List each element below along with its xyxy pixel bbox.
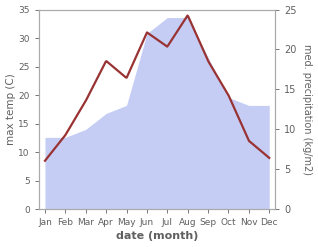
Y-axis label: max temp (C): max temp (C) [5,74,16,145]
X-axis label: date (month): date (month) [116,231,198,242]
Y-axis label: med. precipitation (kg/m2): med. precipitation (kg/m2) [302,44,313,175]
